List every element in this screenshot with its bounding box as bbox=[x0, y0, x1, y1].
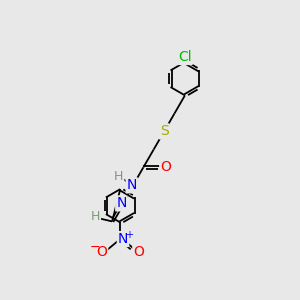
Text: O: O bbox=[133, 245, 144, 260]
Text: N: N bbox=[116, 196, 127, 210]
Text: Cl: Cl bbox=[178, 50, 192, 64]
Text: S: S bbox=[160, 124, 169, 138]
Text: H: H bbox=[91, 210, 100, 224]
Text: H: H bbox=[114, 170, 123, 183]
Text: N: N bbox=[127, 178, 137, 192]
Text: N: N bbox=[118, 232, 128, 246]
Text: +: + bbox=[125, 230, 133, 240]
Text: O: O bbox=[160, 160, 171, 174]
Text: −: − bbox=[90, 241, 100, 254]
Text: O: O bbox=[96, 245, 107, 260]
